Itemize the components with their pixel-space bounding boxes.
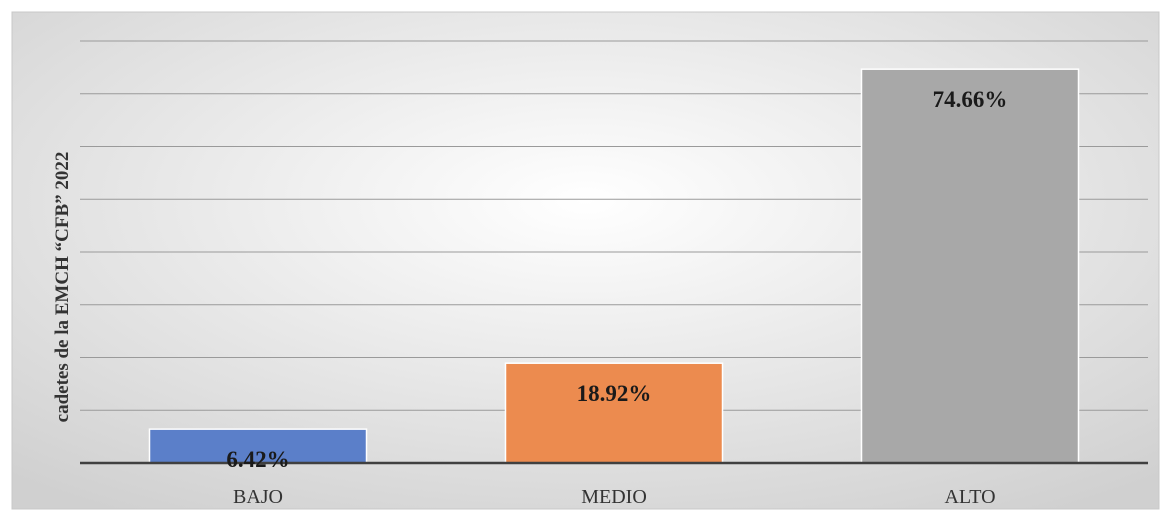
x-axis-ticks: BAJO MEDIO ALTO [233, 486, 996, 508]
data-label-bajo: 6.42% [226, 447, 289, 472]
y-axis-label: cadetes de la EMCH “CFB” 2022 [52, 152, 73, 423]
x-tick-label-medio: MEDIO [581, 486, 647, 508]
x-tick-label-bajo: BAJO [233, 486, 283, 508]
bars [148, 68, 1080, 464]
bar-medio [504, 362, 724, 464]
data-labels: 6.42% 18.92% 74.66% [226, 87, 1007, 472]
data-label-medio: 18.92% [577, 381, 652, 406]
data-label-alto: 74.66% [933, 87, 1008, 112]
x-tick-label-alto: ALTO [944, 486, 995, 508]
bar-alto [860, 68, 1080, 464]
